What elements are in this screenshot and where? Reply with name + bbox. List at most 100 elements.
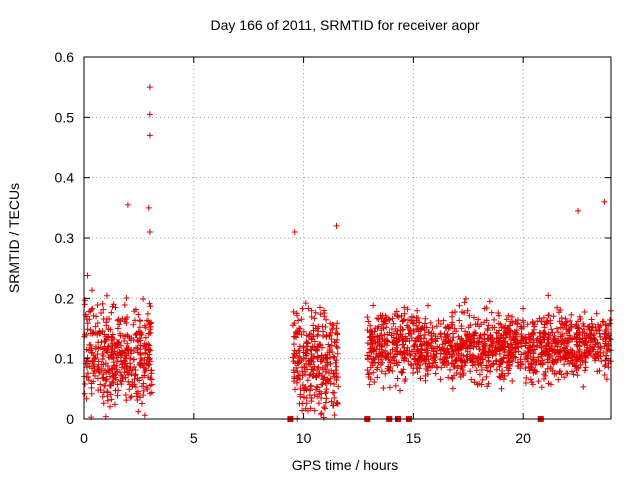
data-point xyxy=(368,328,375,335)
data-point xyxy=(432,337,439,344)
data-point xyxy=(86,363,93,370)
data-point xyxy=(138,355,145,362)
data-point xyxy=(470,335,477,342)
data-point xyxy=(102,360,109,367)
data-point xyxy=(458,323,465,330)
data-point xyxy=(368,358,375,365)
data-point xyxy=(547,320,554,327)
data-point xyxy=(545,312,552,319)
data-point xyxy=(439,341,446,348)
data-point xyxy=(589,324,596,331)
data-point xyxy=(410,342,417,349)
data-point xyxy=(333,400,340,407)
data-point xyxy=(321,404,328,411)
data-point xyxy=(444,323,451,330)
data-point xyxy=(465,324,472,331)
data-point xyxy=(371,379,378,386)
data-point xyxy=(293,379,300,386)
data-point xyxy=(394,328,401,335)
data-point xyxy=(408,335,415,342)
data-point xyxy=(586,331,593,338)
data-point xyxy=(89,305,96,312)
data-point xyxy=(100,371,107,378)
data-point xyxy=(509,344,516,351)
data-point xyxy=(90,378,97,385)
data-point xyxy=(333,363,340,370)
data-point xyxy=(318,410,325,417)
data-point xyxy=(307,405,314,412)
data-point xyxy=(334,401,341,408)
data-point xyxy=(393,308,400,315)
data-point xyxy=(457,371,464,378)
data-point xyxy=(400,357,407,364)
data-point xyxy=(584,342,591,349)
data-point xyxy=(296,353,303,360)
data-point xyxy=(319,356,326,363)
data-point xyxy=(122,352,129,359)
data-point xyxy=(495,330,502,337)
data-point xyxy=(383,337,390,344)
data-point xyxy=(372,354,379,361)
data-point xyxy=(505,370,512,377)
data-point xyxy=(145,341,152,348)
data-point xyxy=(328,336,335,343)
data-point xyxy=(525,359,532,366)
data-point xyxy=(107,391,114,398)
data-point xyxy=(484,327,491,334)
data-point xyxy=(106,316,113,323)
data-point xyxy=(434,364,441,371)
data-point xyxy=(334,330,341,337)
data-point xyxy=(104,389,111,396)
y-axis-label: SRMTID / TECUs xyxy=(6,183,22,293)
data-point xyxy=(509,313,516,320)
data-point xyxy=(458,308,465,315)
data-point xyxy=(470,355,477,362)
data-point xyxy=(449,319,456,326)
x-axis-label: GPS time / hours xyxy=(292,457,399,473)
data-point xyxy=(424,371,431,378)
data-point xyxy=(427,319,434,326)
data-point xyxy=(544,348,551,355)
data-point xyxy=(400,366,407,373)
data-point xyxy=(290,341,297,348)
data-point xyxy=(110,351,117,358)
data-point xyxy=(128,350,135,357)
data-point xyxy=(386,359,393,366)
data-point xyxy=(147,326,154,333)
data-point xyxy=(146,300,153,307)
data-point xyxy=(134,349,141,356)
data-point xyxy=(137,317,144,324)
data-point xyxy=(147,329,154,336)
data-point xyxy=(148,381,155,388)
data-point xyxy=(319,381,326,388)
data-point xyxy=(483,373,490,380)
data-point xyxy=(378,332,385,339)
data-point xyxy=(140,364,147,371)
data-point xyxy=(296,359,303,366)
data-point xyxy=(99,393,106,400)
data-point xyxy=(87,341,94,348)
data-point xyxy=(569,368,576,375)
data-point xyxy=(502,323,509,330)
data-point xyxy=(136,324,143,331)
data-point xyxy=(452,358,459,365)
data-point xyxy=(525,364,532,371)
data-point xyxy=(291,350,298,357)
data-point xyxy=(381,331,388,338)
data-point xyxy=(323,333,330,340)
data-point xyxy=(479,347,486,354)
data-point xyxy=(601,343,608,350)
data-point xyxy=(478,351,485,358)
data-point xyxy=(471,379,478,386)
data-point xyxy=(90,370,97,377)
data-point xyxy=(540,314,547,321)
grid xyxy=(84,57,611,419)
data-point xyxy=(546,354,553,361)
data-point xyxy=(520,305,527,312)
data-point xyxy=(101,345,108,352)
data-point xyxy=(471,314,478,321)
data-point xyxy=(94,331,101,338)
data-point xyxy=(369,344,376,351)
data-point xyxy=(115,316,122,323)
